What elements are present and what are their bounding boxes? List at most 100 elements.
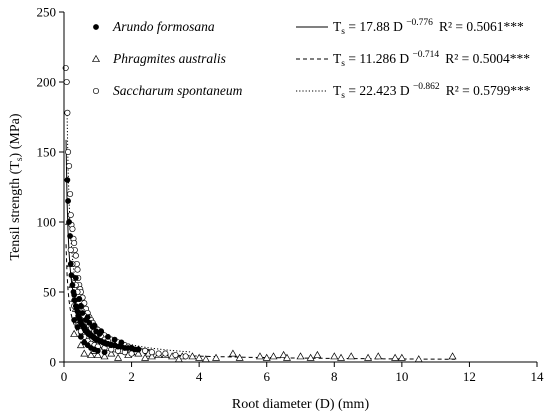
data-point bbox=[72, 275, 79, 281]
y-axis-label-sub: s bbox=[15, 157, 25, 161]
equation-body: = 22.423 D bbox=[345, 83, 413, 98]
data-point bbox=[279, 350, 288, 358]
data-point bbox=[105, 333, 111, 340]
x-axis-label: Root diameter (D) (mm) bbox=[232, 397, 370, 412]
legend-equation: Ts = 22.423 D −0.862 R² = 0.5799*** bbox=[333, 82, 531, 101]
data-point bbox=[147, 352, 156, 360]
legend-entry-2: Saccharum spontaneum Ts = 22.423 D −0.862… bbox=[92, 82, 531, 101]
data-point bbox=[111, 336, 118, 343]
data-point bbox=[72, 252, 79, 259]
data-point bbox=[148, 349, 155, 356]
legend-equation: Ts = 17.88 D −0.776 R² = 0.5061*** bbox=[333, 18, 524, 37]
data-point bbox=[86, 319, 93, 326]
equation-lhs-sub: s bbox=[341, 59, 345, 69]
legend-marker bbox=[93, 24, 99, 30]
equation-body: = 17.88 D bbox=[345, 19, 406, 34]
data-point bbox=[84, 314, 91, 321]
legend-entry-1: Phragmites australis Ts = 11.286 D −0.714… bbox=[91, 50, 530, 69]
data-point bbox=[135, 346, 142, 353]
data-point bbox=[114, 353, 123, 361]
legend-series-name: Saccharum spontaneum bbox=[113, 83, 243, 98]
data-point bbox=[195, 353, 204, 361]
x-tick-label: 14 bbox=[531, 369, 545, 384]
y-tick-label: 200 bbox=[37, 75, 57, 90]
x-tick-label: 0 bbox=[61, 369, 68, 384]
data-point bbox=[374, 352, 383, 360]
data-point bbox=[212, 353, 221, 361]
legend-series-name: Arundo formosana bbox=[112, 19, 215, 34]
data-point bbox=[93, 350, 102, 358]
data-point bbox=[68, 272, 75, 279]
data-point bbox=[188, 352, 197, 360]
data-point bbox=[448, 352, 457, 360]
data-point bbox=[141, 353, 150, 361]
data-point bbox=[134, 349, 143, 357]
data-point bbox=[296, 352, 305, 360]
x-tick-label: 10 bbox=[395, 369, 408, 384]
data-point bbox=[98, 328, 105, 335]
y-tick-label: 250 bbox=[37, 5, 57, 20]
equation-lhs: T bbox=[333, 51, 342, 66]
legend-equation: Ts = 11.286 D −0.714 R² = 0.5004*** bbox=[333, 50, 530, 69]
data-point bbox=[65, 198, 71, 204]
equation-lhs-sub: s bbox=[341, 91, 345, 101]
data-point bbox=[282, 353, 291, 361]
equation-exponent: −0.776 bbox=[406, 18, 433, 28]
equation-lhs: T bbox=[333, 19, 342, 34]
data-point bbox=[313, 350, 322, 358]
equation-r2: R² = 0.5061*** bbox=[439, 19, 524, 34]
data-point bbox=[66, 219, 72, 225]
data-point bbox=[74, 266, 81, 273]
legend-entry-0: Arundo formosana Ts = 17.88 D −0.776 R² = … bbox=[93, 18, 524, 37]
y-tick-label: 150 bbox=[37, 145, 57, 160]
data-point bbox=[269, 352, 278, 360]
data-point bbox=[330, 352, 339, 360]
data-point bbox=[306, 353, 315, 361]
data-point bbox=[67, 261, 74, 267]
data-point bbox=[65, 148, 72, 156]
plot-area bbox=[62, 64, 457, 363]
equation-r2: R² = 0.5004*** bbox=[445, 51, 530, 66]
data-point bbox=[94, 347, 101, 354]
data-point bbox=[77, 333, 84, 340]
series-1-points bbox=[65, 217, 457, 363]
x-tick-label: 12 bbox=[463, 369, 476, 384]
data-point bbox=[100, 352, 109, 360]
data-point bbox=[71, 317, 78, 323]
data-point bbox=[67, 233, 73, 239]
data-point bbox=[337, 353, 346, 361]
data-point bbox=[235, 353, 244, 361]
data-point bbox=[391, 353, 400, 361]
y-axis-label-tail: ) (MPa) bbox=[8, 113, 23, 157]
legend: Arundo formosana Ts = 17.88 D −0.776 R² = … bbox=[91, 18, 531, 101]
data-point bbox=[80, 349, 89, 357]
equation-exponent: −0.714 bbox=[412, 50, 439, 60]
data-point bbox=[172, 351, 179, 359]
data-point bbox=[79, 310, 86, 316]
data-point bbox=[63, 78, 70, 86]
data-point bbox=[87, 350, 96, 358]
fit-curve-1 bbox=[65, 244, 456, 360]
legend-marker bbox=[92, 87, 100, 95]
data-point bbox=[91, 322, 98, 329]
data-point bbox=[142, 347, 149, 354]
equation-lhs: T bbox=[333, 83, 342, 98]
data-point bbox=[71, 239, 78, 247]
x-tick-label: 4 bbox=[196, 369, 203, 384]
x-tick-label: 2 bbox=[128, 369, 135, 384]
data-point bbox=[262, 353, 271, 361]
data-point bbox=[107, 349, 116, 357]
equation-lhs-sub: s bbox=[341, 27, 345, 37]
data-point bbox=[155, 350, 162, 357]
equation-body: = 11.286 D bbox=[345, 51, 413, 66]
data-point bbox=[182, 353, 189, 360]
data-point bbox=[67, 211, 74, 219]
data-point bbox=[71, 291, 78, 298]
data-point bbox=[255, 352, 264, 360]
data-point bbox=[162, 350, 169, 357]
x-tick-label: 8 bbox=[331, 369, 338, 384]
data-point bbox=[101, 349, 108, 356]
data-point bbox=[67, 246, 74, 254]
